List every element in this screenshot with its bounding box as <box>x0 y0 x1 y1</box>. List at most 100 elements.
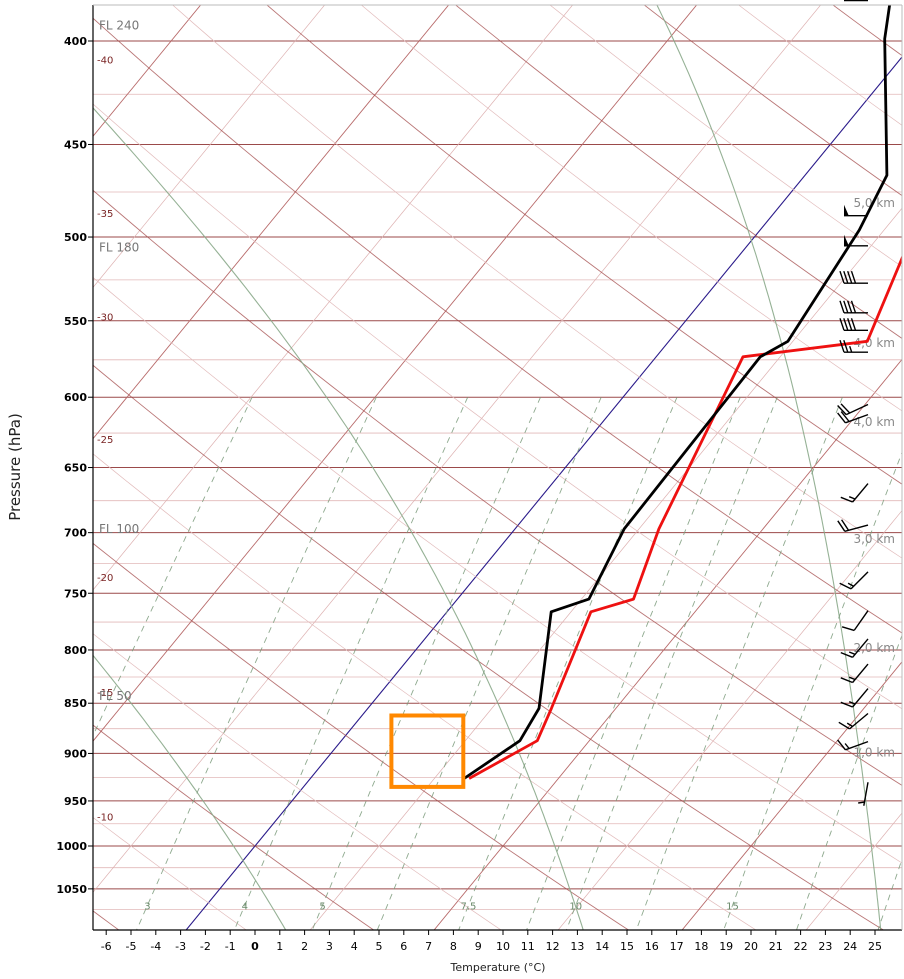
dry-adiabat-minor <box>172 5 902 559</box>
barb-full <box>840 651 853 658</box>
y-axis-title: Pressure (hPa) <box>6 413 24 521</box>
temperature-profile <box>468 254 902 780</box>
isotherm-line <box>93 5 574 591</box>
x-tick-label: 9 <box>475 940 482 953</box>
dry-adiabat-minor <box>93 453 757 930</box>
barb-full <box>840 411 850 422</box>
isotherm-line <box>93 5 450 440</box>
mixing-ratio-label: 10 <box>569 901 582 912</box>
x-tick-label: 0 <box>251 940 259 953</box>
wind-barb <box>840 663 869 684</box>
barb-full <box>840 701 853 708</box>
barb-shaft <box>845 403 869 416</box>
barb-half <box>847 582 855 587</box>
wind-barb <box>837 411 869 424</box>
barb-full <box>850 300 857 314</box>
barb-full <box>843 318 849 331</box>
barb-full <box>839 318 845 331</box>
isotherm-label: -40 <box>97 56 113 67</box>
x-tick-label: 19 <box>719 940 733 953</box>
x-tick-label: -1 <box>225 940 236 953</box>
dry-adiabat <box>93 364 885 930</box>
dewpoint-profile <box>463 5 892 780</box>
barb-full <box>839 300 845 314</box>
barb-full <box>839 582 852 590</box>
mixing-ratio-line <box>376 397 602 930</box>
barb-full <box>838 721 850 730</box>
barb-full <box>841 519 850 531</box>
barb-full <box>850 270 857 284</box>
x-tick-label: -2 <box>200 940 211 953</box>
mixing-ratio-line <box>458 397 678 930</box>
mixing-ratio-line <box>311 397 541 930</box>
wind-barb <box>837 403 869 416</box>
barb-shaft <box>852 483 869 503</box>
mixing-ratio-label: 4 <box>242 901 248 912</box>
barb-half <box>848 701 856 705</box>
dry-adiabat-minor <box>93 817 247 930</box>
isotherm-line <box>93 5 326 289</box>
wind-barb <box>839 270 868 284</box>
dry-adiabat <box>93 189 902 786</box>
flight-level-label: FL 50 <box>99 689 132 703</box>
wind-barb <box>839 300 868 314</box>
dry-adiabat <box>266 5 902 485</box>
barb-full <box>847 270 853 284</box>
x-tick-label: 25 <box>868 940 882 953</box>
x-tick-label: 15 <box>620 940 634 953</box>
mixing-ratio-label: 15 <box>726 901 739 912</box>
x-tick-label: 24 <box>843 940 857 953</box>
barb-half <box>848 676 856 681</box>
dry-adiabat-minor <box>549 5 902 268</box>
barb-half <box>849 345 853 353</box>
barb-full <box>837 520 846 532</box>
barb-full <box>850 318 857 331</box>
wind-barb <box>844 0 868 2</box>
y-tick-label: 650 <box>64 462 87 475</box>
mixing-ratio-label: 5 <box>319 901 325 912</box>
moist-adiabat <box>656 5 882 930</box>
barb-shaft <box>852 688 869 708</box>
freezing-isotherm <box>185 56 902 930</box>
isotherm-label: -20 <box>97 573 113 584</box>
wind-barb <box>858 782 869 806</box>
x-tick-label: 3 <box>326 940 333 953</box>
barb-flag <box>844 0 849 1</box>
wind-barb <box>839 318 868 331</box>
isotherm-label: -15 <box>97 688 113 699</box>
barb-shaft <box>863 782 869 806</box>
wind-barbs <box>837 0 869 806</box>
inner-labels: 3 4 5 7.5 10 15 -40 -35 -30 -25 -20 -15 -10 FL 240 FL … <box>97 19 895 913</box>
barb-full <box>837 739 846 751</box>
barb-full <box>840 496 853 503</box>
barb-full <box>847 318 853 331</box>
x-tick-label: 21 <box>769 940 783 953</box>
x-tick-label: 10 <box>496 940 510 953</box>
barb-half <box>846 722 853 728</box>
isotherm-label: -30 <box>97 313 113 324</box>
x-tick-labels: -6 -5 -4 -3 -2 -1 0 1 2 3 4 5 6 7 8 9 10 11 12 13 14 15 16 17 18… <box>101 930 882 953</box>
barb-full <box>843 339 849 353</box>
barb-full <box>843 300 849 314</box>
moist-adiabat <box>93 107 584 930</box>
barb-shaft <box>850 571 869 590</box>
mixing-ratio-line <box>796 634 902 930</box>
barb-half <box>844 743 850 749</box>
wind-barb <box>840 638 869 658</box>
wind-barb <box>839 339 868 353</box>
sounding-profiles <box>463 5 902 780</box>
wind-barb <box>841 610 869 632</box>
wind-barb <box>840 483 869 503</box>
barb-full <box>843 270 849 284</box>
isotherm-line <box>433 358 902 930</box>
wind-barb <box>838 712 869 730</box>
dry-adiabat <box>93 724 375 930</box>
x-tick-label: -3 <box>175 940 186 953</box>
x-tick-label: 18 <box>694 940 708 953</box>
mixing-ratio-line <box>233 397 469 930</box>
y-tick-label: 500 <box>64 231 87 244</box>
x-tick-label: -4 <box>150 940 161 953</box>
height-label: 4,0 km <box>853 415 895 429</box>
dry-adiabat <box>93 542 630 930</box>
